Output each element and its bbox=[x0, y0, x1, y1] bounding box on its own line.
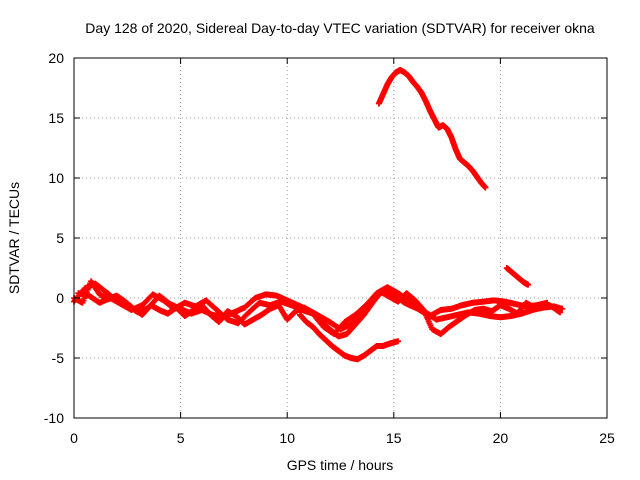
x-tick-label: 5 bbox=[177, 430, 185, 446]
y-tick-label: 10 bbox=[48, 170, 64, 186]
y-tick-label: 5 bbox=[56, 230, 64, 246]
series-track-c bbox=[71, 278, 564, 340]
data-point bbox=[525, 281, 532, 288]
x-axis-label: GPS time / hours bbox=[287, 457, 394, 473]
data-marks bbox=[71, 67, 566, 363]
data-point bbox=[557, 309, 564, 316]
data-point bbox=[559, 305, 566, 312]
y-tick-label: -5 bbox=[52, 350, 65, 366]
x-tick-label: 20 bbox=[493, 430, 509, 446]
y-tick-label: 15 bbox=[48, 110, 64, 126]
data-point bbox=[395, 338, 402, 345]
series-track-d bbox=[296, 311, 402, 363]
x-tick-label: 15 bbox=[386, 430, 402, 446]
axes: 0 5 10 15 20 25 -10 -5 0 5 10 15 20 bbox=[44, 50, 615, 446]
y-axis-label: SDTVAR / TECUs bbox=[6, 182, 22, 294]
x-tick-label: 0 bbox=[70, 430, 78, 446]
grid bbox=[74, 58, 607, 418]
y-tick-label: 20 bbox=[48, 50, 64, 66]
x-tick-label: 25 bbox=[599, 430, 615, 446]
y-tick-label: 0 bbox=[56, 290, 64, 306]
series-track-e bbox=[375, 67, 489, 191]
y-tick-label: -10 bbox=[44, 410, 64, 426]
chart-title: Day 128 of 2020, Sidereal Day-to-day VTE… bbox=[85, 20, 595, 36]
series-track-f bbox=[503, 265, 532, 288]
x-tick-label: 10 bbox=[279, 430, 295, 446]
data-point bbox=[482, 184, 489, 191]
